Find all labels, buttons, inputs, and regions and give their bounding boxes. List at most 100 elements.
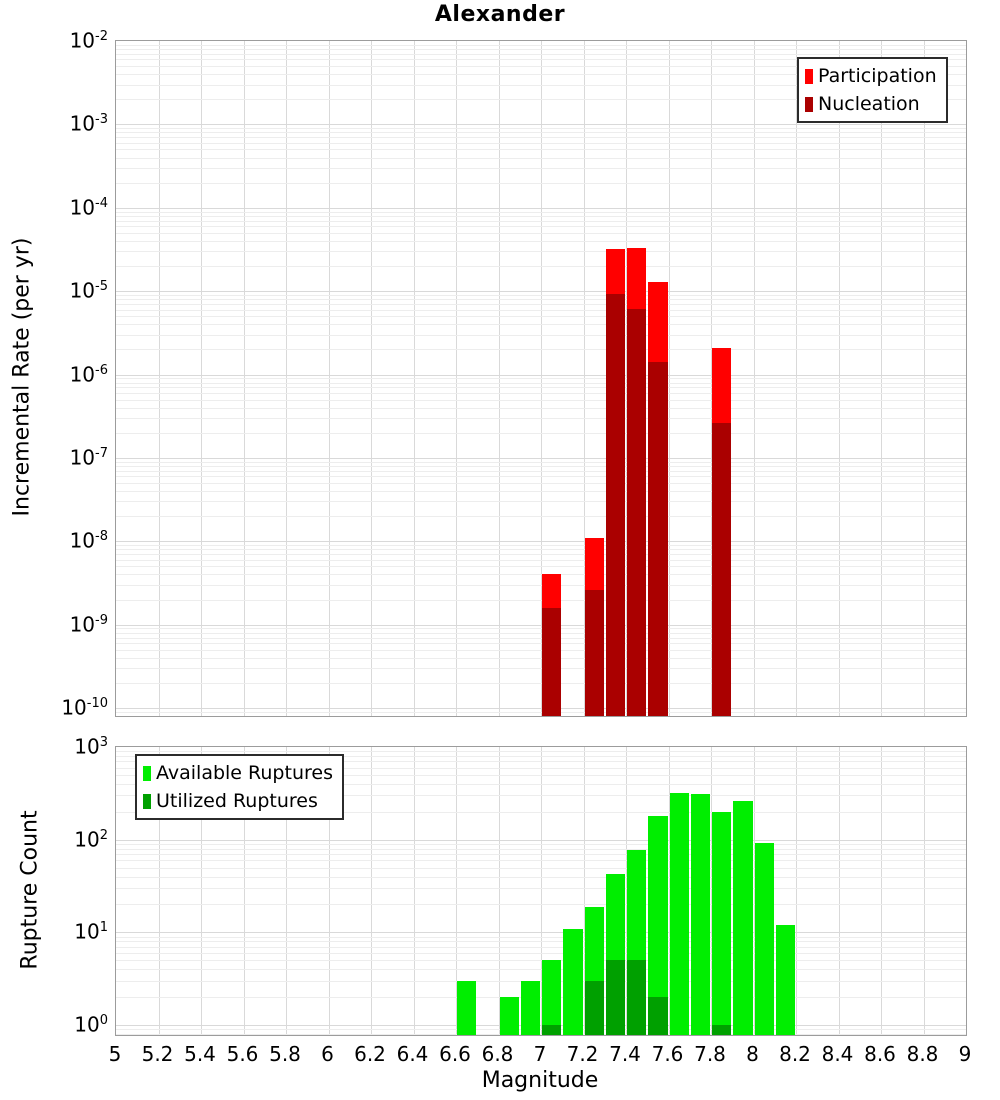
legend-item-nucleation: Nucleation (805, 90, 937, 118)
gridline-minor (116, 220, 966, 222)
gridline-minor (116, 128, 966, 130)
chart-title: Alexander (434, 2, 566, 27)
y-tick-label: 102 (74, 827, 108, 852)
y-tick-label: 10-6 (69, 362, 108, 387)
gridline-minor (116, 232, 966, 234)
gridline-minor (116, 304, 966, 306)
gridline-minor (116, 554, 966, 556)
x-tick-label: 5.6 (226, 1042, 259, 1066)
legend-item-utilized-ruptures: Utilized Ruptures (143, 787, 333, 815)
gridline-minor (116, 149, 966, 151)
gridline-vertical (328, 747, 330, 1035)
gridline-minor (116, 559, 966, 561)
gridline-minor (116, 969, 966, 971)
gridline-minor (116, 997, 966, 999)
gridline-vertical (796, 747, 797, 1035)
nucleation-bar (648, 362, 668, 716)
gridline-minor (116, 584, 966, 586)
legend-item-participation: Participation (805, 62, 937, 90)
gridline-minor (116, 643, 966, 645)
gridline-vertical (456, 747, 457, 1035)
x-tick-label: 9 (958, 1042, 972, 1066)
gridline-minor (116, 1029, 966, 1031)
gridline-minor (116, 516, 966, 518)
gridline-minor (116, 251, 966, 253)
utilized-ruptures-bar (584, 980, 604, 1035)
participation-legend-label: Participation (818, 65, 937, 87)
gridline-minor (116, 316, 966, 318)
gridline-minor (116, 470, 966, 472)
gridline-minor (116, 848, 966, 850)
gridline-major (116, 457, 966, 459)
y-tick-label: 10-10 (61, 695, 108, 720)
x-tick-label: 7 (533, 1042, 547, 1066)
available-ruptures-bar (775, 925, 795, 1035)
gridline-minor (116, 860, 966, 862)
x-tick-label: 6.4 (396, 1042, 429, 1066)
gridline-minor (116, 599, 966, 601)
participation-legend-chip (805, 68, 813, 84)
gridline-major (116, 1025, 966, 1027)
gridline-minor (116, 867, 966, 869)
gridline-major (116, 624, 966, 626)
gridline-vertical (413, 747, 415, 1035)
gridline-major (116, 124, 966, 126)
x-tick-label: 5.8 (269, 1042, 301, 1066)
gridline-minor (116, 66, 966, 68)
available-ruptures-bar (733, 801, 753, 1035)
gridline-minor (116, 501, 966, 503)
gridline-minor (116, 99, 966, 101)
x-tick-label: 8.6 (864, 1042, 896, 1066)
available-ruptures-legend-chip (143, 765, 151, 781)
available-ruptures-bar (648, 816, 668, 1035)
gridline-minor (116, 637, 966, 639)
gridline-vertical (711, 747, 712, 1035)
gridline-minor (116, 936, 966, 938)
gridline-minor (116, 876, 966, 878)
y-tick-label: 10-9 (69, 612, 108, 637)
gridline-minor (116, 157, 966, 159)
gridline-minor (116, 299, 966, 301)
available-ruptures-bar (712, 811, 732, 1035)
gridline-minor (116, 952, 966, 954)
y-tick-label: 10-7 (69, 445, 108, 470)
utilized-ruptures-bar (542, 1025, 562, 1035)
gridline-major (116, 708, 966, 709)
gridline-minor (116, 215, 966, 217)
gridline-minor (116, 53, 966, 55)
gridline-minor (116, 682, 966, 684)
gridline-minor (116, 294, 966, 296)
x-tick-label: 6.2 (354, 1042, 386, 1066)
utilized-ruptures-bar (627, 960, 647, 1035)
rate-legend: Participation Nucleation (797, 57, 948, 123)
x-tick-label: 7.8 (694, 1042, 726, 1066)
gridline-minor (116, 392, 966, 394)
nucleation-legend-label: Nucleation (818, 93, 920, 115)
gridline-vertical (201, 747, 202, 1035)
nucleation-bar (627, 309, 647, 716)
x-axis-title: Magnitude (481, 1068, 599, 1093)
gridline-minor (116, 649, 966, 651)
available-ruptures-bar (520, 980, 540, 1035)
gridline-minor (116, 84, 966, 86)
gridline-major (116, 207, 966, 209)
available-ruptures-bar (690, 794, 710, 1035)
gridline-vertical (626, 747, 627, 1035)
nucleation-bar (712, 423, 732, 716)
x-tick-label: 5.4 (184, 1042, 216, 1066)
gridline-minor (116, 755, 966, 757)
gridline-minor (116, 399, 966, 401)
gridline-minor (116, 432, 966, 434)
gridline-minor (116, 767, 966, 769)
available-ruptures-bar (563, 928, 583, 1035)
x-tick-label: 5 (108, 1042, 122, 1066)
gridline-minor (116, 324, 966, 326)
gridline-minor (116, 774, 966, 776)
gridline-minor (116, 167, 966, 169)
gridline-minor (116, 465, 966, 467)
gridline-minor (116, 888, 966, 890)
gridline-minor (116, 843, 966, 845)
gridline-minor (116, 142, 966, 144)
available-ruptures-bar (669, 792, 689, 1035)
